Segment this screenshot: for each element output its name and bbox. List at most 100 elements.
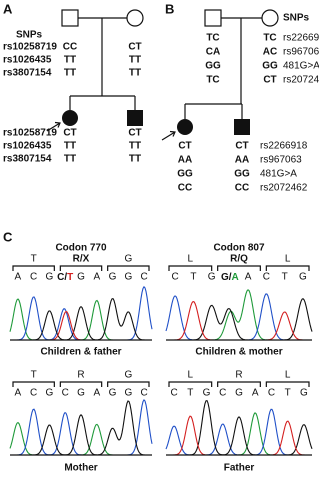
base-alt: A xyxy=(232,272,239,283)
snp-id: rs2072462 xyxy=(283,75,319,86)
codon: T xyxy=(31,254,37,265)
snp-id: rs2266918 xyxy=(283,33,319,44)
snp-id: 481G>A xyxy=(283,61,319,72)
snp-id: rs1026435 xyxy=(3,141,52,152)
genotype: TT xyxy=(129,154,141,165)
snp-id: rs967063 xyxy=(260,155,302,166)
daughter-symbol xyxy=(62,110,78,126)
mother-symbol xyxy=(126,9,144,27)
panel-label: A xyxy=(3,1,13,16)
genotype: GG xyxy=(262,61,278,72)
base-call: G xyxy=(300,388,308,399)
base-call: C xyxy=(30,272,37,283)
panel-label: B xyxy=(165,1,174,16)
caption: Children & mother xyxy=(195,347,282,358)
base-call: T xyxy=(285,388,291,399)
genotype: AA xyxy=(178,155,192,166)
base-call: C xyxy=(30,388,37,399)
trace xyxy=(166,289,312,341)
base-call: A xyxy=(15,388,22,399)
son-symbol xyxy=(127,110,143,126)
trace xyxy=(166,412,312,456)
base-call: G xyxy=(109,388,117,399)
genotype: CA xyxy=(206,47,220,58)
base-call: C xyxy=(140,388,147,399)
base-call: C xyxy=(62,388,69,399)
base-call: T xyxy=(187,388,193,399)
codon-bracket xyxy=(265,265,310,271)
snp-heading: SNPs xyxy=(16,30,43,41)
base-call: G xyxy=(203,388,211,399)
genotype: CT xyxy=(128,42,141,53)
base-call: A xyxy=(252,388,259,399)
base-call: T xyxy=(282,272,288,283)
snp-id: rs3807154 xyxy=(3,68,52,79)
son-symbol xyxy=(234,119,250,135)
base-ref: G/ xyxy=(221,272,232,283)
codon-bracket xyxy=(12,265,55,271)
genotype: CC xyxy=(63,42,77,53)
snp-id: rs10258719 xyxy=(3,42,57,53)
codon-bracket xyxy=(217,265,261,271)
codon: R xyxy=(235,370,242,381)
base-call: C xyxy=(170,388,177,399)
base-call: C xyxy=(219,388,226,399)
base-call: G xyxy=(235,388,243,399)
genotype: CT xyxy=(235,141,248,152)
codon-bracket xyxy=(107,381,150,387)
codon: R xyxy=(77,370,84,381)
daughter-symbol xyxy=(177,119,193,135)
codon-bracket xyxy=(168,381,213,387)
genotype: CC xyxy=(178,183,192,194)
genotype: CT xyxy=(263,75,276,86)
genotype: TT xyxy=(64,68,76,79)
codon: L xyxy=(188,254,194,265)
base-call: C/T xyxy=(57,272,73,283)
father-symbol xyxy=(61,9,79,27)
genotype: AA xyxy=(235,155,249,166)
genotype: TT xyxy=(64,55,76,66)
genotype: TT xyxy=(129,141,141,152)
codon: R/X xyxy=(73,254,90,265)
base-call: G xyxy=(46,272,54,283)
base-call: A xyxy=(245,272,252,283)
codon: L xyxy=(285,254,291,265)
genotype: CT xyxy=(63,128,76,139)
snp-id: rs10258719 xyxy=(3,128,57,139)
genotype: CT xyxy=(128,128,141,139)
snp-id: rs967063 xyxy=(283,47,319,58)
trace xyxy=(10,285,153,341)
pedigree-line xyxy=(184,17,262,119)
codon-title: Codon 807 xyxy=(213,243,265,254)
snp-id: rs2266918 xyxy=(260,141,308,152)
snp-id: rs3807154 xyxy=(3,154,52,165)
proband-arrow xyxy=(161,130,176,141)
caption: Mother xyxy=(64,463,97,474)
codon: G xyxy=(124,254,132,265)
codon-bracket xyxy=(59,381,103,387)
caption: Children & father xyxy=(40,347,121,358)
base-ref: C/ xyxy=(57,272,67,283)
base-call: A xyxy=(93,272,100,283)
codon: R/Q xyxy=(230,254,248,265)
snp-id: 481G>A xyxy=(260,169,297,180)
codon: T xyxy=(31,370,37,381)
trace xyxy=(10,400,152,456)
base-call: C xyxy=(268,388,275,399)
genotype: TT xyxy=(129,68,141,79)
base-call: C xyxy=(172,272,179,283)
base-call: G xyxy=(124,272,132,283)
father-symbol xyxy=(204,9,222,27)
genotype: GG xyxy=(234,169,250,180)
base-call: T xyxy=(190,272,196,283)
base-call: G xyxy=(109,272,117,283)
pedigree-line xyxy=(69,17,136,110)
base-call: G xyxy=(46,388,54,399)
genotype: GG xyxy=(205,61,221,72)
trace xyxy=(9,421,152,456)
mother-symbol xyxy=(261,9,279,27)
genotype: AC xyxy=(263,47,277,58)
genotype: TC xyxy=(206,33,219,44)
base-call: G xyxy=(77,388,85,399)
codon: L xyxy=(285,370,291,381)
